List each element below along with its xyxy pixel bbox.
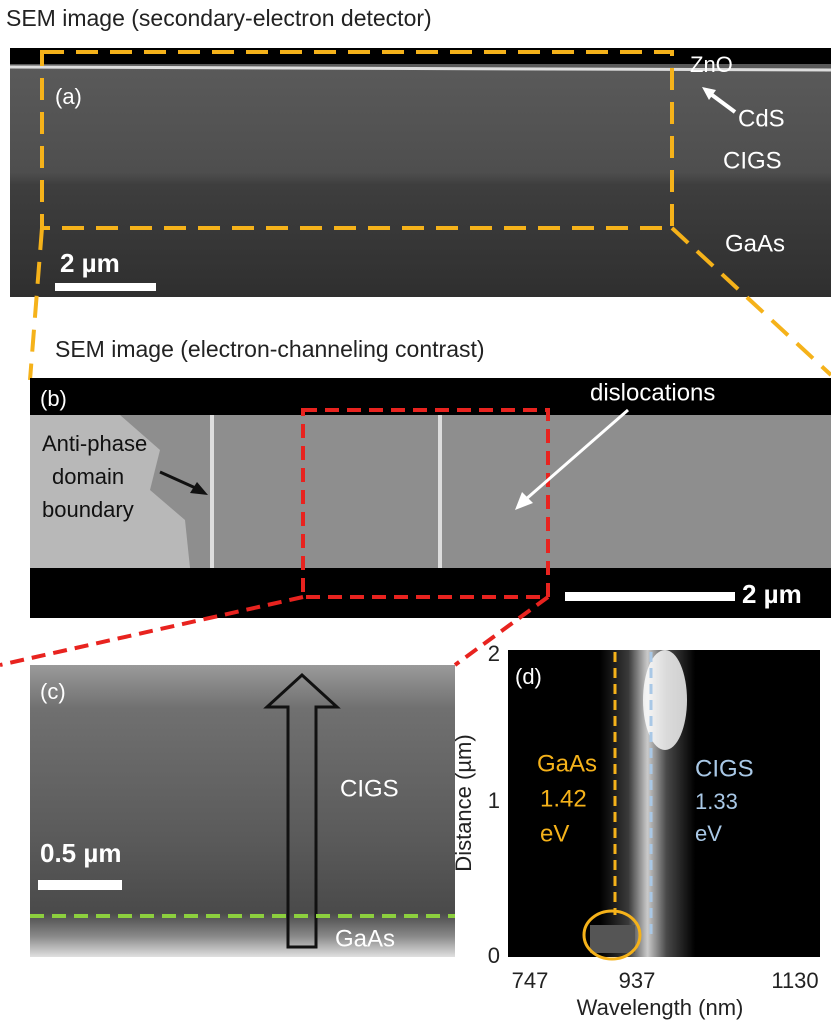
unit-label: eV bbox=[695, 821, 722, 846]
layer-label: CIGS bbox=[723, 147, 782, 174]
unit-label: eV bbox=[540, 820, 569, 847]
layer-label: CIGS bbox=[340, 775, 399, 802]
layer-label: GaAs bbox=[335, 925, 395, 952]
figure: SEM image (secondary-electron detector) … bbox=[0, 0, 831, 1024]
y-tick-label: 0 bbox=[488, 943, 500, 968]
annotation: Anti-phase bbox=[42, 431, 147, 456]
panel-label: (a) bbox=[55, 84, 82, 109]
layer-label: GaAs bbox=[725, 230, 785, 257]
y-axis-label: Distance (µm) bbox=[451, 734, 476, 871]
panel-label: (c) bbox=[40, 679, 66, 704]
material-label: GaAs bbox=[537, 750, 597, 777]
scale-bar bbox=[565, 592, 735, 601]
y-tick-label: 1 bbox=[488, 788, 500, 813]
annotation: boundary bbox=[42, 497, 134, 522]
scale-bar bbox=[55, 283, 156, 291]
energy-label: 1.42 bbox=[540, 785, 587, 812]
annotation: dislocations bbox=[590, 379, 715, 406]
x-tick-label: 1130 bbox=[771, 968, 818, 993]
scale-label: 2 µm bbox=[60, 248, 120, 278]
scale-label: 0.5 µm bbox=[40, 838, 121, 868]
x-tick-label: 937 bbox=[619, 968, 656, 993]
gaas-peak bbox=[590, 925, 635, 953]
boundary-line bbox=[438, 415, 442, 568]
y-tick-label: 2 bbox=[488, 641, 500, 666]
layer-label: CdS bbox=[738, 105, 785, 132]
scale-bar bbox=[38, 880, 122, 890]
layer-label: ZnO bbox=[690, 52, 733, 77]
boundary-line bbox=[210, 415, 214, 568]
panel-label: (b) bbox=[40, 386, 67, 411]
x-tick-label: 747 bbox=[512, 968, 549, 993]
panel-label: (d) bbox=[515, 664, 542, 689]
scale-label: 2 µm bbox=[742, 579, 802, 609]
heading: SEM image (electron-channeling contrast) bbox=[55, 336, 485, 362]
heading: SEM image (secondary-electron detector) bbox=[6, 5, 432, 31]
energy-label: 1.33 bbox=[695, 789, 738, 814]
annotation: domain bbox=[52, 464, 124, 489]
x-axis-label: Wavelength (nm) bbox=[577, 995, 744, 1020]
sem-image bbox=[30, 665, 455, 957]
material-label: CIGS bbox=[695, 755, 754, 782]
